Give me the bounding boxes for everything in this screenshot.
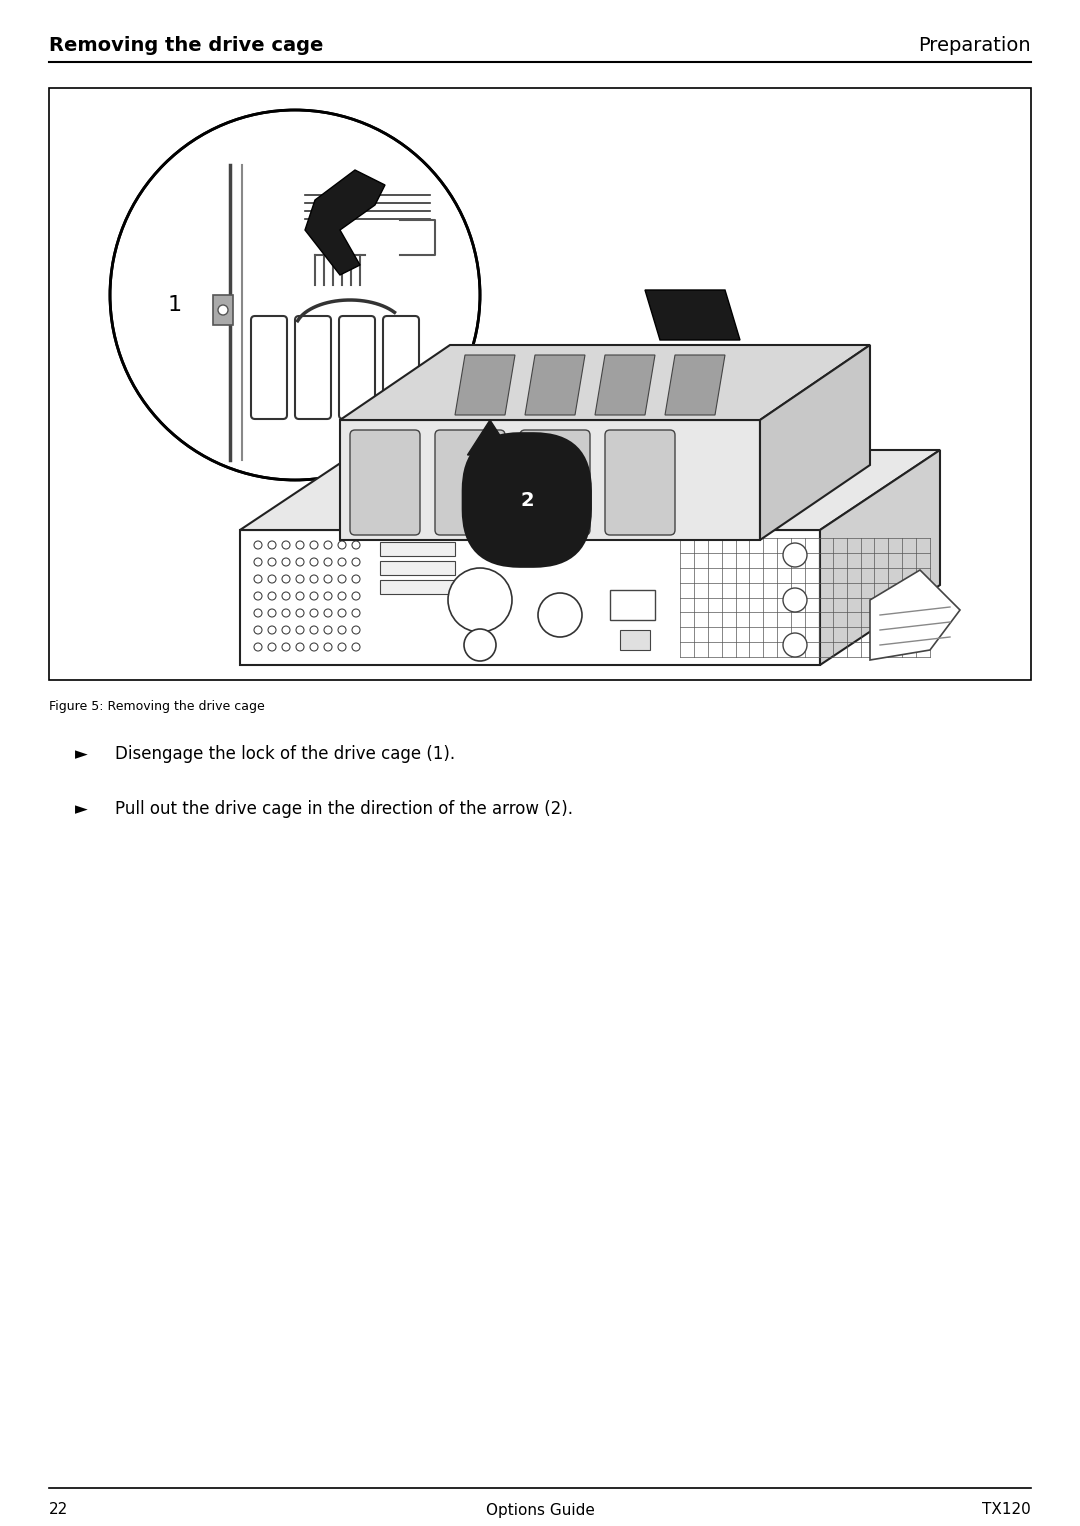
FancyBboxPatch shape <box>251 316 287 420</box>
FancyBboxPatch shape <box>383 316 419 420</box>
Bar <box>380 542 455 555</box>
Text: ►: ► <box>75 745 87 763</box>
Polygon shape <box>340 420 760 540</box>
Text: 22: 22 <box>49 1503 68 1517</box>
FancyBboxPatch shape <box>295 316 330 420</box>
Polygon shape <box>820 450 940 665</box>
Polygon shape <box>645 290 740 340</box>
Polygon shape <box>537 462 580 536</box>
Polygon shape <box>372 462 415 536</box>
Polygon shape <box>340 345 870 420</box>
Text: 2: 2 <box>519 490 534 510</box>
Polygon shape <box>482 462 525 536</box>
Circle shape <box>783 633 807 658</box>
Polygon shape <box>870 571 960 661</box>
Text: TX120: TX120 <box>982 1503 1031 1517</box>
Bar <box>213 295 233 325</box>
Circle shape <box>110 110 480 481</box>
Circle shape <box>783 543 807 568</box>
Bar <box>380 580 455 594</box>
FancyBboxPatch shape <box>519 430 590 536</box>
Polygon shape <box>240 450 940 530</box>
Polygon shape <box>665 356 725 415</box>
Text: ►: ► <box>75 800 87 818</box>
Polygon shape <box>595 356 654 415</box>
Circle shape <box>464 629 496 661</box>
Bar <box>380 562 455 575</box>
Circle shape <box>538 594 582 636</box>
Bar <box>49 89 1031 681</box>
Polygon shape <box>240 530 820 665</box>
Text: Preparation: Preparation <box>918 37 1031 55</box>
Text: Options Guide: Options Guide <box>486 1503 594 1517</box>
Polygon shape <box>592 462 635 536</box>
FancyBboxPatch shape <box>350 430 420 536</box>
FancyBboxPatch shape <box>339 316 375 420</box>
Polygon shape <box>305 169 384 275</box>
Text: Removing the drive cage: Removing the drive cage <box>49 37 323 55</box>
Polygon shape <box>525 356 585 415</box>
Circle shape <box>218 305 228 314</box>
Polygon shape <box>355 450 430 560</box>
FancyArrow shape <box>468 420 513 530</box>
Polygon shape <box>455 356 515 415</box>
Text: Disengage the lock of the drive cage (1).: Disengage the lock of the drive cage (1)… <box>114 745 455 763</box>
Polygon shape <box>427 462 470 536</box>
Bar <box>610 591 654 620</box>
Circle shape <box>448 568 512 632</box>
Text: Pull out the drive cage in the direction of the arrow (2).: Pull out the drive cage in the direction… <box>114 800 573 818</box>
FancyBboxPatch shape <box>435 430 505 536</box>
Text: Figure 5: Removing the drive cage: Figure 5: Removing the drive cage <box>49 700 265 713</box>
Bar <box>620 630 650 650</box>
Polygon shape <box>760 345 870 540</box>
Circle shape <box>783 588 807 612</box>
FancyBboxPatch shape <box>605 430 675 536</box>
Text: 1: 1 <box>167 295 183 314</box>
